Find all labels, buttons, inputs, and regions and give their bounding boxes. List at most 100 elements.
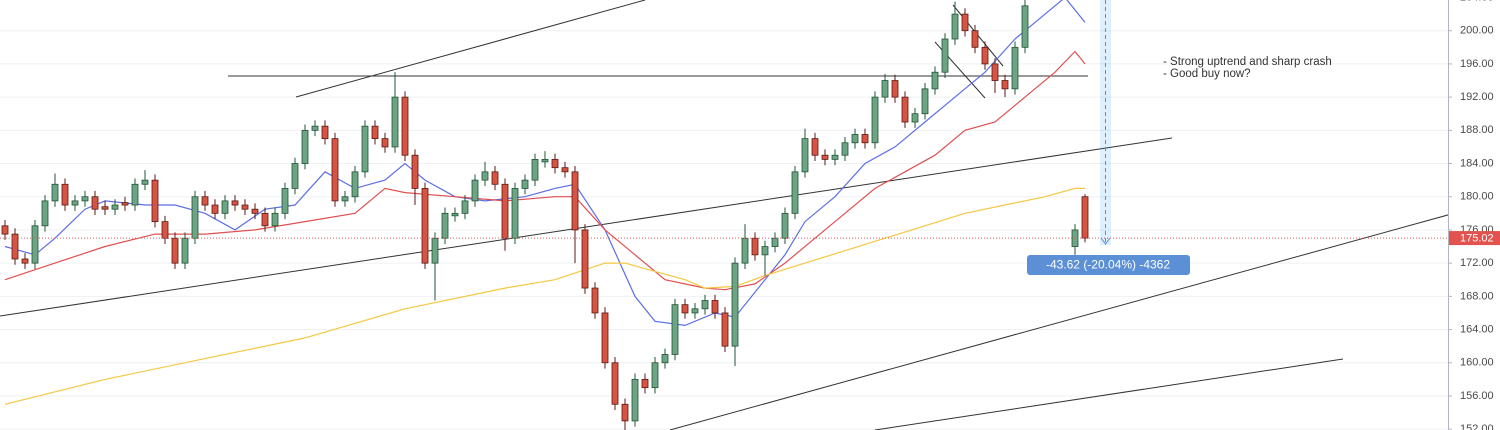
candle-body — [681, 304, 689, 314]
candle-body — [891, 80, 899, 98]
candle-body — [621, 403, 629, 422]
moving-average — [4, 187, 1085, 405]
candle-body — [541, 158, 549, 163]
candle-body — [261, 212, 269, 227]
candle-body — [1, 225, 9, 235]
last-price-label: 175.02 — [1460, 232, 1494, 244]
y-tick-label: 156.00 — [1460, 390, 1494, 402]
candle-body — [971, 30, 979, 48]
candle-body — [521, 179, 529, 189]
y-tick-label: 160.00 — [1460, 357, 1494, 369]
candle-body — [841, 142, 849, 156]
candle-body — [31, 225, 39, 264]
candle-body — [451, 212, 459, 217]
candle-body — [111, 204, 119, 210]
candle-body — [461, 200, 469, 214]
candle-body — [571, 171, 579, 231]
candle-body — [291, 163, 299, 189]
candle-body — [661, 354, 669, 364]
candle-body — [1021, 5, 1029, 48]
candle-body — [1081, 196, 1089, 239]
candle-body — [181, 237, 189, 264]
candle-body — [861, 134, 869, 144]
candle-body — [831, 154, 839, 160]
candle-body — [421, 188, 429, 264]
candle-body — [211, 204, 219, 214]
y-tick-label: 204.00 — [1460, 0, 1494, 3]
measure-arrow-head — [1100, 237, 1111, 245]
candle-body — [311, 125, 319, 131]
candle-body — [721, 312, 729, 347]
trend-line — [295, 0, 646, 98]
candle-body — [61, 183, 69, 206]
candle-body — [961, 13, 969, 32]
y-tick-label: 172.00 — [1460, 257, 1494, 269]
candle-body — [701, 300, 709, 310]
candle-body — [411, 154, 419, 189]
candle-body — [871, 96, 879, 144]
candle-body — [131, 183, 139, 206]
candle-body — [331, 138, 339, 202]
candle-body — [991, 63, 999, 81]
candle-body — [691, 308, 699, 314]
candle-body — [591, 287, 599, 314]
candle-body — [501, 183, 509, 239]
candle-body — [491, 171, 499, 185]
y-tick-label: 184.00 — [1460, 157, 1494, 169]
candle-body — [21, 258, 29, 264]
price-axis: 152.00156.00160.00164.00168.00172.00176.… — [1448, 0, 1500, 430]
y-tick-label: 180.00 — [1460, 191, 1494, 203]
candle-body — [481, 171, 489, 181]
candle-body — [601, 312, 609, 364]
candle-body — [881, 80, 889, 98]
candle-body — [641, 378, 649, 389]
y-tick-label: 152.00 — [1460, 423, 1494, 430]
candle-body — [341, 196, 349, 202]
candle-body — [771, 237, 779, 247]
candle-body — [811, 138, 819, 156]
candle-body — [791, 171, 799, 214]
candle-body — [51, 183, 59, 202]
candle-body — [431, 237, 439, 264]
candle-body — [931, 71, 939, 90]
candle-body — [251, 208, 259, 214]
candle-body — [71, 200, 79, 206]
candle-body — [951, 13, 959, 40]
candle-body — [401, 96, 409, 156]
candle-body — [851, 134, 859, 144]
candle-body — [221, 200, 229, 214]
candle-body — [581, 229, 589, 289]
candle-body — [921, 88, 929, 115]
candle-body — [381, 138, 389, 148]
measure-label: -43.62 (-20.04%) -4362 — [1046, 258, 1170, 272]
candle-body — [761, 246, 769, 256]
candle-body — [121, 202, 129, 206]
candle-body — [151, 179, 159, 223]
candle-body — [281, 188, 289, 214]
candle-body — [731, 262, 739, 347]
candle-body — [651, 362, 659, 389]
candle-body — [671, 304, 679, 355]
candle-body — [551, 158, 559, 169]
candle-body — [371, 125, 379, 140]
y-tick-label: 200.00 — [1460, 25, 1494, 37]
drawings — [0, 0, 1448, 430]
candle-body — [631, 378, 639, 422]
candle-body — [231, 200, 239, 206]
candle-body — [161, 221, 169, 239]
moving-average — [4, 0, 1086, 327]
candle-body — [941, 38, 949, 73]
candle-body — [911, 113, 919, 123]
candle-body — [531, 158, 539, 181]
last-price-tag — [1449, 231, 1500, 246]
candle-body — [351, 171, 359, 198]
candle-body — [471, 179, 479, 202]
candle-body — [441, 212, 449, 239]
trend-line — [0, 137, 1173, 317]
candle-body — [561, 167, 569, 173]
candle-body — [41, 200, 49, 227]
candle-body — [511, 188, 519, 239]
candle-body — [781, 212, 789, 239]
